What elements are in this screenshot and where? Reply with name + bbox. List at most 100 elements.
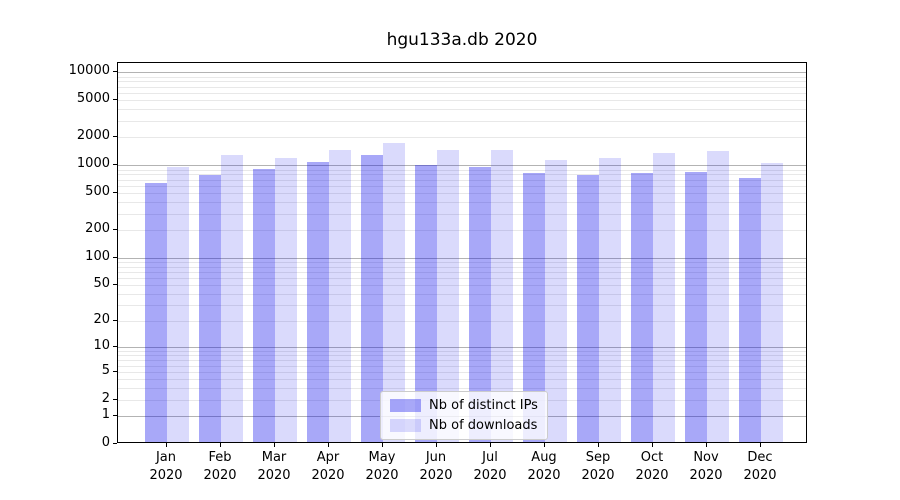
gridline-minor — [118, 137, 806, 139]
gridline-minor — [118, 365, 806, 367]
gridline-minor — [118, 272, 806, 274]
y-tick-mark — [113, 99, 117, 101]
bar-downloads — [653, 153, 675, 442]
x-tick-month: Jan — [155, 450, 177, 465]
y-tick-mark — [113, 443, 117, 444]
bar-distinct-ips — [469, 167, 491, 442]
y-tick-mark — [113, 320, 117, 322]
gridline-minor — [118, 351, 806, 353]
legend-swatch-distinct-ips — [390, 399, 421, 412]
gridline-minor — [118, 76, 806, 78]
x-tick-year: 2020 — [257, 468, 291, 483]
x-tick-year: 2020 — [203, 468, 237, 483]
bar-distinct-ips — [361, 154, 383, 442]
x-tick-month: May — [368, 450, 396, 465]
x-tick-label-feb: Feb 2020 — [193, 449, 247, 485]
x-tick-year: 2020 — [527, 468, 561, 483]
bar-distinct-ips — [523, 172, 545, 442]
bar-downloads — [221, 154, 243, 442]
gridline-minor — [118, 86, 806, 88]
x-tick-month: Mar — [261, 450, 287, 465]
legend-label-distinct-ips: Nb of distinct IPs — [429, 398, 538, 413]
bar-distinct-ips — [577, 175, 599, 442]
x-tick-year: 2020 — [743, 468, 777, 483]
y-tick-label: 2 — [101, 390, 110, 406]
x-tick-year: 2020 — [365, 468, 399, 483]
bar-distinct-ips — [253, 168, 275, 442]
x-tick-month: Sep — [585, 450, 611, 465]
gridline-minor — [118, 174, 806, 176]
y-tick-mark — [113, 256, 117, 258]
x-tick-mark — [436, 443, 437, 447]
gridline-minor — [118, 379, 806, 381]
x-tick-label-aug: Aug 2020 — [517, 449, 571, 485]
y-tick-mark — [113, 164, 117, 166]
gridline-minor — [118, 360, 806, 362]
y-tick-mark — [113, 71, 117, 73]
y-tick-label: 200 — [85, 221, 110, 237]
x-tick-month: Feb — [208, 450, 232, 465]
x-tick-month: Jul — [482, 450, 498, 465]
x-tick-month: Aug — [531, 450, 557, 465]
y-tick-mark — [113, 229, 117, 231]
x-tick-mark — [598, 443, 599, 447]
bar-downloads — [383, 143, 405, 442]
bar-distinct-ips — [145, 182, 167, 442]
gridline-minor — [118, 305, 806, 307]
x-tick-mark — [652, 443, 653, 447]
bar-downloads — [707, 150, 729, 442]
gridline-major — [118, 165, 806, 167]
y-tick-label: 20 — [93, 312, 110, 328]
x-tick-label-oct: Oct 2020 — [625, 449, 679, 485]
x-tick-label-jun: Jun 2020 — [409, 449, 463, 485]
x-tick-month: Oct — [640, 450, 664, 465]
y-tick-label: 1 — [101, 407, 110, 423]
gridline-minor — [118, 179, 806, 181]
x-tick-mark — [544, 443, 545, 447]
y-tick-mark — [113, 398, 117, 400]
y-tick-label: 10000 — [68, 63, 110, 79]
bar-distinct-ips — [739, 177, 761, 442]
x-tick-mark — [274, 443, 275, 447]
x-tick-mark — [166, 443, 167, 447]
bar-downloads — [545, 159, 567, 442]
gridline-minor — [118, 202, 806, 204]
x-tick-label-sep: Sep 2020 — [571, 449, 625, 485]
bar-downloads — [761, 162, 783, 442]
gridline-minor — [118, 213, 806, 215]
gridline-minor — [118, 371, 806, 373]
x-tick-label-nov: Nov 2020 — [679, 449, 733, 485]
x-tick-label-jul: Jul 2020 — [463, 449, 517, 485]
y-tick-label: 0 — [101, 435, 110, 450]
x-tick-label-apr: Apr 2020 — [301, 449, 355, 485]
gridline-major — [118, 347, 806, 349]
y-tick-label: 100 — [85, 248, 110, 264]
legend-item-downloads: Nb of downloads — [390, 418, 538, 433]
y-tick-label: 2000 — [76, 128, 110, 144]
bar-downloads — [437, 150, 459, 442]
y-tick-mark — [113, 370, 117, 372]
gridline-minor — [118, 355, 806, 357]
chart-title: hgu133a.db 2020 — [386, 30, 538, 50]
bar-downloads — [167, 166, 189, 442]
y-tick-mark — [113, 192, 117, 194]
bar-distinct-ips — [199, 174, 221, 442]
gridline-minor — [118, 121, 806, 123]
plot-area: Nb of distinct IPs Nb of downloads — [117, 62, 807, 443]
gridline-minor — [118, 230, 806, 232]
y-tick-label: 5 — [101, 362, 110, 378]
legend-item-distinct-ips: Nb of distinct IPs — [390, 398, 538, 413]
gridline-minor — [118, 169, 806, 171]
x-tick-month: Nov — [693, 450, 719, 465]
gridline-minor — [118, 93, 806, 95]
gridline-minor — [118, 81, 806, 83]
y-tick-label: 500 — [85, 184, 110, 200]
bar-distinct-ips — [307, 162, 329, 442]
x-tick-label-may: May 2020 — [355, 449, 409, 485]
x-tick-label-mar: Mar 2020 — [247, 449, 301, 485]
x-tick-year: 2020 — [311, 468, 345, 483]
bar-downloads — [599, 157, 621, 442]
bar-distinct-ips — [415, 164, 437, 442]
x-tick-mark — [328, 443, 329, 447]
